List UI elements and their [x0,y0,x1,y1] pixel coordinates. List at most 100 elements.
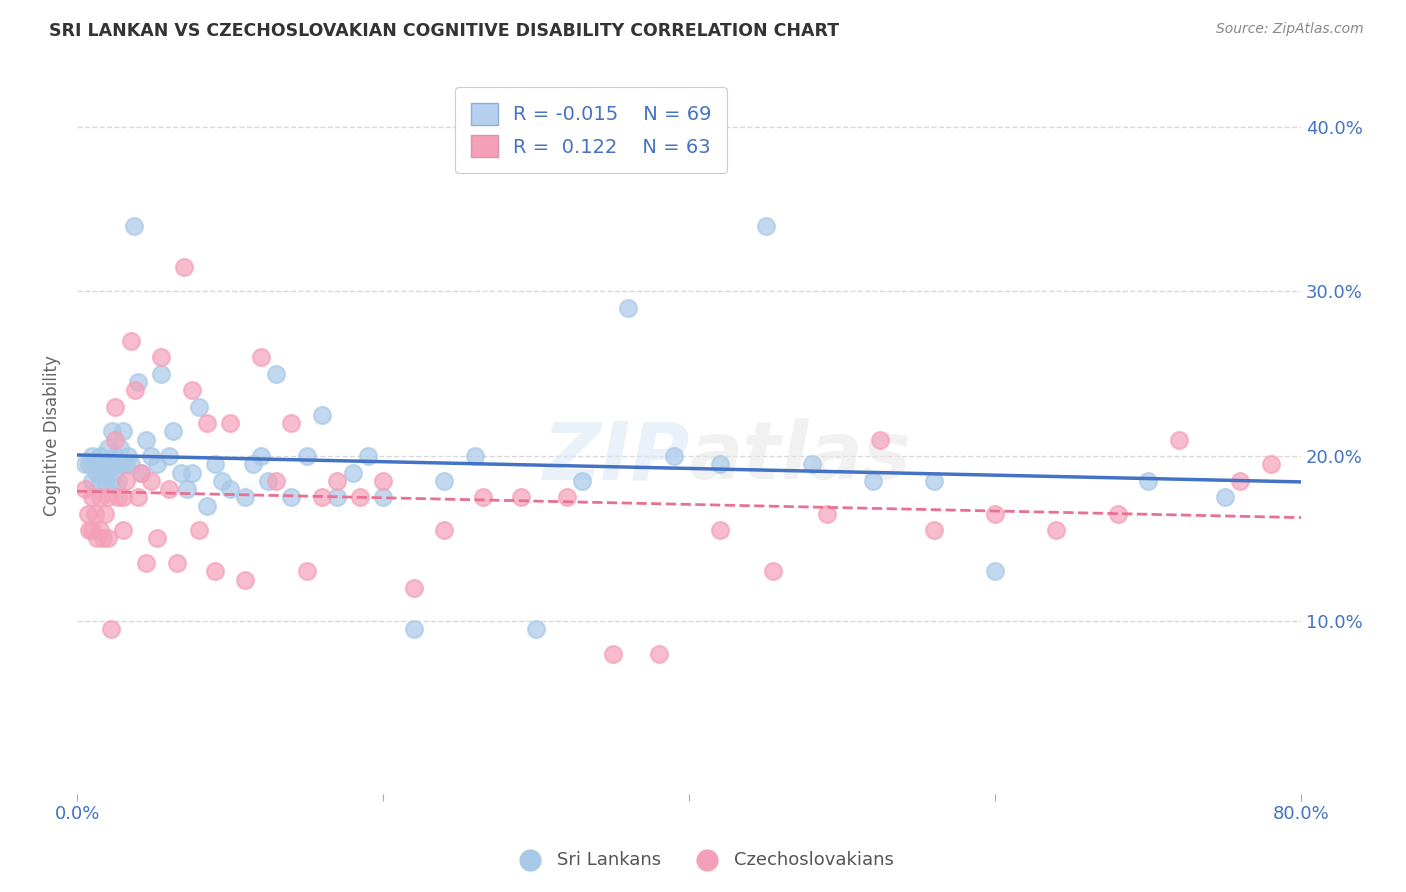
Point [295,449,318,463]
Point [195,416,218,430]
Point [555,491,578,505]
Point [862,474,884,488]
Point [120,458,142,472]
Point [662,449,685,463]
Point [188,400,211,414]
Point [264,367,287,381]
Point [204,458,226,472]
Point [1137,474,1160,488]
Text: ZIP: ZIP [541,418,689,496]
Point [1229,474,1251,488]
Point [326,491,349,505]
Point [295,565,318,579]
Point [371,474,394,488]
Point [762,565,785,579]
Point [1213,491,1236,505]
Point [91,466,114,480]
Point [82,474,104,488]
Point [471,491,494,505]
Point [235,491,257,505]
Point [242,458,264,472]
Point [73,458,96,472]
Point [195,499,218,513]
Point [800,458,823,472]
Point [342,466,364,480]
Point [349,491,371,505]
Point [145,532,167,546]
Point [82,449,104,463]
Point [93,474,115,488]
Point [97,458,120,472]
Point [76,507,98,521]
Point [101,425,124,439]
Point [115,458,138,472]
Point [117,449,139,463]
Point [111,491,134,505]
Legend: R = -0.015    N = 69, R =  0.122    N = 63: R = -0.015 N = 69, R = 0.122 N = 63 [456,87,727,173]
Point [326,474,349,488]
Point [84,458,107,472]
Point [79,458,101,472]
Point [922,474,945,488]
Point [176,482,198,496]
Point [100,622,122,636]
Text: SRI LANKAN VS CZECHOSLOVAKIAN COGNITIVE DISABILITY CORRELATION CHART: SRI LANKAN VS CZECHOSLOVAKIAN COGNITIVE … [49,22,839,40]
Point [124,384,146,398]
Point [162,425,184,439]
Point [647,647,669,661]
Point [219,482,242,496]
Point [157,449,180,463]
Point [115,474,138,488]
Point [97,532,120,546]
Point [464,449,486,463]
Point [311,408,333,422]
Point [89,491,111,505]
Point [108,441,131,455]
Point [1167,433,1189,447]
Point [602,647,624,661]
Point [105,458,128,472]
Point [135,433,157,447]
Point [984,507,1007,521]
Point [150,367,173,381]
Point [180,384,202,398]
Point [89,449,111,463]
Point [264,474,287,488]
Point [166,556,188,570]
Point [709,458,731,472]
Point [89,523,111,537]
Point [170,466,193,480]
Point [104,449,127,463]
Point [104,433,127,447]
Point [755,219,778,233]
Point [402,622,425,636]
Point [145,458,167,472]
Point [509,491,531,505]
Point [1107,507,1129,521]
Point [371,491,394,505]
Point [433,523,456,537]
Point [89,474,111,488]
Point [815,507,838,521]
Point [90,458,112,472]
Point [86,532,108,546]
Point [79,523,101,537]
Point [107,491,129,505]
Point [86,466,108,480]
Point [135,556,157,570]
Point [93,507,115,521]
Y-axis label: Cognitive Disability: Cognitive Disability [44,355,60,516]
Point [922,523,945,537]
Point [82,491,104,505]
Point [139,449,162,463]
Point [111,458,134,472]
Point [188,523,211,537]
Point [122,219,145,233]
Point [139,474,162,488]
Point [111,523,134,537]
Point [120,334,142,348]
Point [249,351,271,365]
Point [257,474,280,488]
Point [571,474,593,488]
Point [131,466,153,480]
